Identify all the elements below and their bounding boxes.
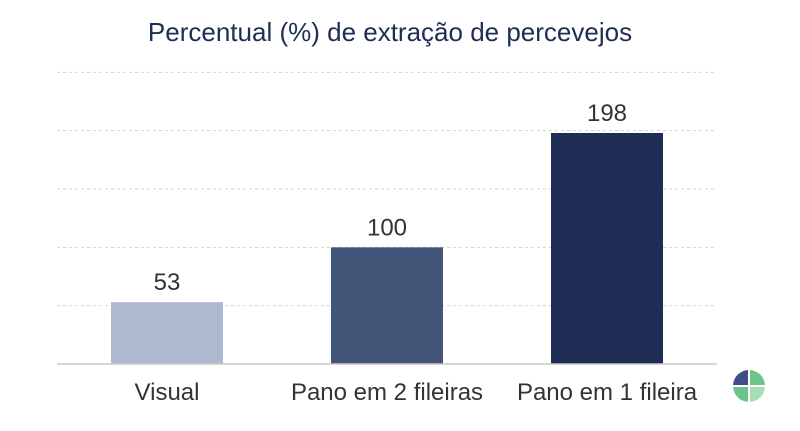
data-label: 53 [154, 269, 181, 296]
category-label: Pano em 2 fileiras [291, 379, 483, 406]
pie-logo-icon [733, 370, 765, 402]
category-label: Visual [135, 379, 200, 406]
category-label: Pano em 1 fileira [517, 379, 698, 406]
data-label: 198 [587, 100, 627, 127]
bar [551, 133, 663, 364]
bar [331, 247, 443, 364]
value-labels: 53 100 198 [154, 100, 627, 296]
data-label: 100 [367, 214, 407, 241]
category-labels: Visual Pano em 2 fileiras Pano em 1 fileir… [135, 379, 698, 406]
chart-title: Percentual (%) de extração de percevejos [147, 17, 633, 47]
bars [111, 133, 663, 364]
bar [111, 302, 223, 364]
